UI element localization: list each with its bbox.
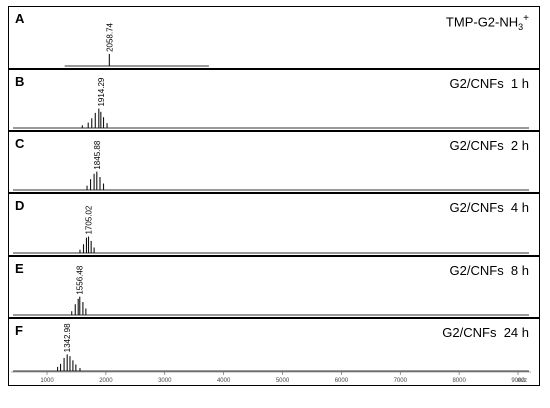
spectrum-plot: 2058.74 [64, 22, 209, 67]
spectrum-plot: 1342.98 1000 2000 3000 4000 5000 6000 7000 8000 9… [11, 323, 531, 384]
x-tick-label: 8000 [452, 378, 466, 384]
sample-time: 24 h [496, 325, 529, 340]
sample-time: 4 h [503, 200, 529, 215]
spectrum-plot: 1914.29 [13, 77, 529, 129]
sample-name-subscript: 3 [518, 21, 524, 32]
x-tick-label: 1000 [40, 378, 54, 384]
peak-mz-label: 1342.98 [63, 323, 72, 352]
panel-sample-label: G2/CNFs 24 h [442, 325, 529, 340]
spectrum-panel-a: A TMP-G2-NH3+ 2058.74 [8, 6, 540, 69]
panel-letter: A [15, 11, 25, 26]
spectrum-plot: 1556.48 [13, 265, 529, 316]
panel-sample-label: G2/CNFs 1 h [450, 76, 529, 91]
sample-name: G2/CNFs [449, 263, 504, 278]
spectrum-plot: 1705.02 [13, 205, 529, 254]
x-axis-label: m/z [517, 378, 527, 384]
x-tick-label: 2000 [99, 378, 113, 384]
x-tick-label: 9000 [511, 378, 525, 384]
peak-mz-label: 1914.29 [97, 77, 106, 106]
spectrum-panel-c: C G2/CNFs 2 h 1845.88 [8, 131, 540, 193]
sample-name: G2/CNFs [449, 138, 504, 153]
spectrum-panel-f: F G2/CNFs 24 h 1342.98 1000 2000 3000 4000 5000… [8, 318, 540, 386]
sample-time: 8 h [503, 263, 529, 278]
sample-time: 1 h [503, 76, 529, 91]
peak-mz-label: 2058.74 [105, 22, 114, 51]
peak-mz-label: 1556.48 [76, 265, 85, 294]
spectrum-panel-d: D G2/CNFs 4 h 1705.02 [8, 193, 540, 256]
panel-letter: C [15, 136, 25, 151]
panel-letter: B [15, 74, 25, 89]
panel-letter: D [15, 198, 25, 213]
peak-mz-label: 1845.88 [93, 140, 102, 169]
sample-name: G2/CNFs [449, 76, 504, 91]
x-tick-label: 3000 [158, 378, 172, 384]
sample-name: G2/CNFs [442, 325, 497, 340]
sample-name: G2/CNFs [449, 200, 504, 215]
x-tick-label: 6000 [335, 378, 349, 384]
panel-sample-label: G2/CNFs 4 h [450, 200, 529, 215]
sample-time: 2 h [503, 138, 529, 153]
x-tick-label: 7000 [394, 378, 408, 384]
panel-sample-label: G2/CNFs 2 h [450, 138, 529, 153]
spectrum-plot: 1845.88 [13, 140, 529, 191]
sample-name-superscript: + [523, 13, 529, 24]
panel-sample-label: G2/CNFs 8 h [450, 263, 529, 278]
panel-letter: E [15, 261, 24, 276]
sample-name: TMP-G2-NH [445, 14, 519, 30]
panel-letter: F [15, 323, 23, 338]
x-tick-label: 5000 [276, 378, 290, 384]
spectrum-panel-b: B G2/CNFs 1 h 1914.29 [8, 69, 540, 131]
x-tick-label: 4000 [217, 378, 231, 384]
peak-mz-label: 1705.02 [85, 205, 94, 234]
panel-sample-label: TMP-G2-NH3+ [446, 13, 529, 32]
spectrum-panel-e: E G2/CNFs 8 h 1556.48 [8, 256, 540, 318]
